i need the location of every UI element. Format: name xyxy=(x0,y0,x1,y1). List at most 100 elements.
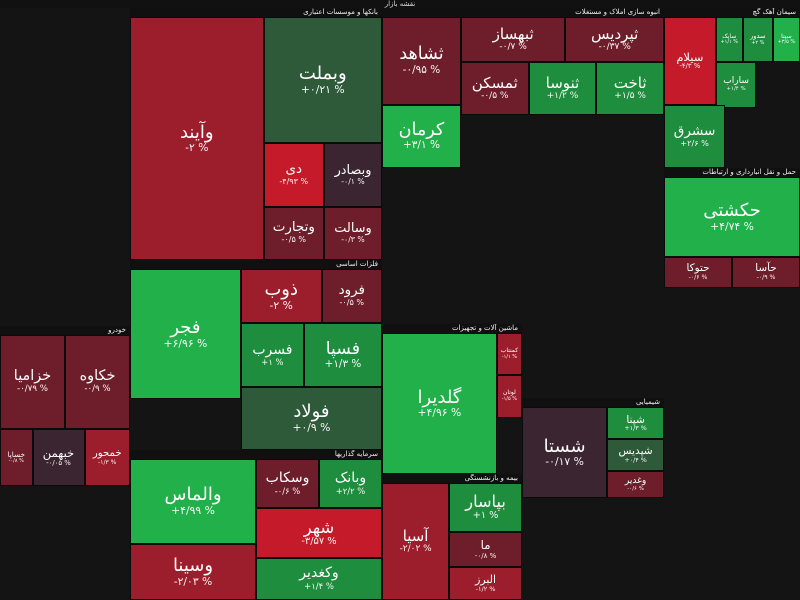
stock-change: -۰/۹ % xyxy=(84,383,111,394)
stock-tile[interactable]: ثاخت +۱/۵ % xyxy=(596,62,664,116)
stock-symbol: سیلام xyxy=(676,49,704,64)
stock-tile[interactable]: خبهمن -۰/۰۵ % xyxy=(32,428,85,486)
stock-symbol: ساراب xyxy=(723,75,749,86)
stock-tile[interactable]: حآسا -۰/۹ % xyxy=(732,256,800,288)
stock-symbol: سدور xyxy=(750,32,766,41)
stock-symbol: سشرق xyxy=(673,123,716,140)
stock-tile[interactable]: ثشاهد -۰/۹۵ % xyxy=(382,17,461,105)
stock-tile[interactable]: خساپا -۰/۸ % xyxy=(0,428,33,486)
stock-change: +۲/۲ % xyxy=(335,485,366,496)
stock-symbol: ثمسکن xyxy=(471,74,518,93)
stock-tile[interactable]: وسالت -۰/۳ % xyxy=(324,206,382,260)
stock-tile[interactable]: حتوکا -۰/۶ % xyxy=(664,256,732,288)
stock-tile[interactable]: وسکاب -۰/۶ % xyxy=(256,459,319,509)
stock-tile[interactable]: فسرب +۱ % xyxy=(240,323,304,387)
stock-symbol: ثنوسا xyxy=(545,74,580,93)
stock-tile[interactable]: ثبهساز -۰/۷ % xyxy=(460,17,566,63)
stock-tile[interactable]: سیتا +۳/۵ % xyxy=(772,17,800,63)
stock-symbol: البرز xyxy=(475,573,497,587)
stock-tile[interactable]: ساراب +۱/۴ % xyxy=(715,62,757,108)
stock-symbol: فسپا xyxy=(325,338,361,359)
stock-symbol: شپنا xyxy=(626,412,645,426)
map-title: نقشه بازار xyxy=(0,0,800,8)
stock-tile[interactable]: وبانک +۲/۲ % xyxy=(319,459,382,509)
stock-tile[interactable]: سشرق +۲/۶ % xyxy=(664,104,726,168)
stock-tile[interactable]: ثمسکن -۰/۵ % xyxy=(460,62,529,116)
stock-tile[interactable]: فولاد +۰/۹ % xyxy=(240,386,382,450)
stock-symbol: کمنتاب xyxy=(500,347,519,355)
stock-tile[interactable]: وغدیر -۰/۶ % xyxy=(607,470,664,498)
stock-tile[interactable]: سدور +۲ % xyxy=(742,17,773,63)
stock-tile[interactable]: وبصادر -۰/۱ % xyxy=(324,143,382,207)
stock-symbol: ثشاهد xyxy=(399,44,444,65)
stock-change: +۱/۳ % xyxy=(324,357,362,370)
stock-tile[interactable]: وبملت +۰/۲۱ % xyxy=(263,17,382,144)
stock-tile[interactable]: وتجارت -۰/۵ % xyxy=(263,206,325,260)
stock-tile[interactable]: فرود -۰/۵ % xyxy=(321,269,382,324)
stock-tile[interactable]: ذوب -۲ % xyxy=(240,269,322,324)
stock-change: -۲/۰۲ % xyxy=(399,543,432,554)
sector-label: فلزات اساسی xyxy=(130,260,382,269)
stock-tile[interactable]: وکغدیر +۱/۴ % xyxy=(256,557,382,600)
stock-tile[interactable]: وآیند -۲ % xyxy=(130,17,264,260)
stock-symbol: شستا xyxy=(543,435,586,457)
stock-tile[interactable]: وسینا -۲/۰۳ % xyxy=(130,543,256,600)
stock-change: +۱ % xyxy=(472,510,499,522)
stock-change: +۴/۹۹ % xyxy=(171,504,215,518)
stock-tile[interactable]: سایک +۱/۱ % xyxy=(715,17,743,63)
stock-tile[interactable]: کمنتاب -۱/۱ % xyxy=(496,333,522,376)
stock-symbol: وکغدیر xyxy=(299,565,339,582)
stock-tile[interactable]: والماس +۴/۹۹ % xyxy=(130,459,256,544)
stock-change: +۰/۹ % xyxy=(292,421,331,435)
stock-tile[interactable]: شپنا +۱/۳ % xyxy=(607,407,664,439)
stock-symbol: ما xyxy=(480,538,491,553)
stock-symbol: خمحور xyxy=(92,448,122,460)
stock-tile[interactable]: دی -۴/۹۳ % xyxy=(263,143,325,207)
stock-change: +۱/۴ % xyxy=(304,580,334,591)
stock-symbol: ثاخت xyxy=(613,74,647,93)
stock-change: +۴/۷۴ % xyxy=(710,219,754,233)
stock-tile[interactable]: فجر +۶/۹۶ % xyxy=(130,269,241,400)
stock-tile[interactable]: شپدیس +۰/۴ % xyxy=(607,438,664,471)
stock-tile[interactable]: سیلام -۴/۳ % xyxy=(664,17,716,105)
stock-symbol: ثبهساز xyxy=(492,25,534,44)
stock-tile[interactable]: شستا -۰/۱۷ % xyxy=(522,407,608,498)
sector-label: شیمیایی xyxy=(522,398,664,407)
stock-symbol: فرود xyxy=(338,283,365,299)
stock-symbol: حکشتی xyxy=(703,200,761,222)
stock-tile[interactable]: ما -۰/۸ % xyxy=(449,532,522,568)
stock-tile[interactable]: خزامیا -۰/۷۹ % xyxy=(0,335,65,429)
stock-symbol: شهر xyxy=(303,517,335,537)
stock-change: -۱/۳ % xyxy=(98,458,117,466)
stock-tile[interactable]: البرز -۱/۲ % xyxy=(449,567,522,600)
stock-symbol: حتوکا xyxy=(686,262,710,275)
stock-change: -۰/۶ % xyxy=(688,273,708,281)
stock-symbol: خزامیا xyxy=(13,368,52,385)
stock-tile[interactable]: آسیا -۲/۰۲ % xyxy=(382,483,450,600)
sector-label: حمل و نقل انبارداری و ارتباطات xyxy=(664,168,800,177)
stock-change: +۱/۴ % xyxy=(726,85,746,92)
stock-change: -۰/۸ % xyxy=(474,551,497,561)
stock-symbol: خکاوه xyxy=(79,368,116,385)
stock-tile[interactable]: ثپردیس -۰/۳۷ % xyxy=(565,17,664,63)
stock-tile[interactable]: حکشتی +۴/۷۴ % xyxy=(664,177,800,257)
sector-label: بانکها و موسسات اعتباری xyxy=(130,8,382,17)
stock-symbol: فسرب xyxy=(252,341,293,358)
sector-label: بیمه و بازنشستگی xyxy=(382,474,522,483)
stock-symbol: وسینا xyxy=(172,554,214,576)
stock-tile[interactable]: بپاسار +۱ % xyxy=(449,483,522,533)
stock-tile[interactable]: شهر -۳/۵۷ % xyxy=(256,508,382,558)
stock-tile[interactable]: لوتان -۱/۵ % xyxy=(496,375,522,418)
stock-tile[interactable]: ثنوسا +۱/۲ % xyxy=(528,62,597,116)
stock-symbol: آسیا xyxy=(402,527,429,546)
stock-change: -۲ % xyxy=(185,141,209,155)
stock-change: -۰/۸ % xyxy=(8,457,24,464)
stock-tile[interactable]: کرمان +۳/۱ % xyxy=(382,104,461,168)
stock-change: -۴/۹۳ % xyxy=(279,176,309,186)
stock-tile[interactable]: خکاوه -۰/۹ % xyxy=(65,335,130,429)
stock-change: -۰/۱۷ % xyxy=(545,455,584,469)
stock-tile[interactable]: گلدیرا +۴/۹۶ % xyxy=(382,333,497,474)
stock-tile[interactable]: خمحور -۱/۳ % xyxy=(84,428,130,486)
stock-tile[interactable]: فسپا +۱/۳ % xyxy=(303,323,382,387)
